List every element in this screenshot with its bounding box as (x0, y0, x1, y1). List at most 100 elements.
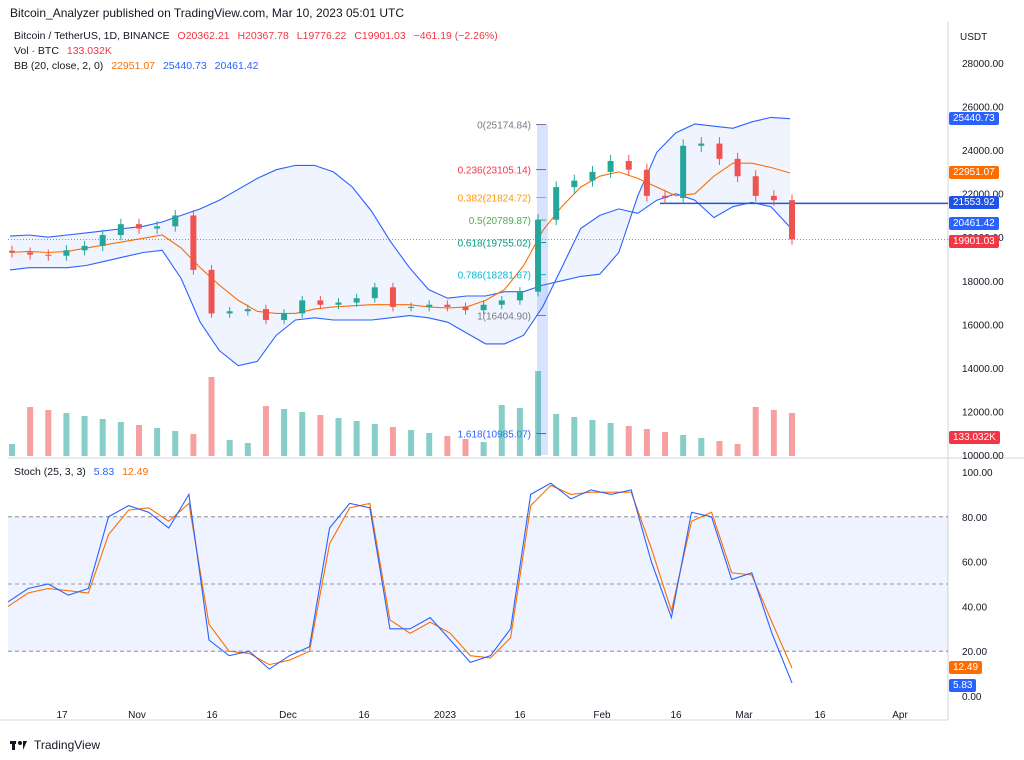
candle-body (172, 215, 179, 227)
open-value: O20362.21 (177, 30, 230, 42)
time-tick-label: Apr (892, 710, 908, 721)
volume-bar (172, 431, 179, 456)
volume-label: Vol · BTC (14, 45, 59, 57)
volume-bar (553, 414, 560, 456)
volume-bar (63, 413, 70, 456)
volume-legend: Vol · BTC 133.032K (14, 45, 112, 57)
volume-bar (734, 444, 741, 456)
bb-upper-badge: 25440.73 (949, 111, 999, 125)
volume-bar (408, 430, 415, 456)
volume-bar (135, 425, 142, 456)
candle-body (770, 195, 777, 201)
price-tick-label: 12000.00 (962, 407, 1004, 418)
price-tick-label: 16000.00 (962, 320, 1004, 331)
candle-body (353, 298, 360, 303)
volume-bar (680, 435, 687, 456)
candle-body (734, 158, 741, 177)
volume-badge: 133.032K (949, 431, 1000, 444)
candle-body (135, 224, 142, 229)
candle-body (498, 300, 505, 305)
time-tick-label: 16 (514, 710, 526, 721)
stoch-tick-label: 60.00 (962, 558, 987, 569)
stoch-k-value: 5.83 (93, 466, 115, 478)
volume-bar (208, 377, 215, 456)
candles (9, 137, 795, 325)
candle-body (281, 313, 288, 320)
footer-brand[interactable]: TradingView (34, 738, 101, 752)
close-value: C19901.03 (354, 30, 406, 42)
candle-body (117, 224, 124, 236)
candle-body (335, 302, 342, 305)
bb-label: BB (20, close, 2, 0) (14, 60, 104, 72)
fib-level-label: 0.618(19755.02) (458, 239, 531, 250)
bb-lower-value: 20461.42 (214, 60, 259, 72)
candle-body (154, 226, 161, 229)
volume-bar (625, 426, 632, 456)
time-tick-label: 16 (358, 710, 370, 721)
candle-body (317, 300, 324, 305)
candle-body (516, 291, 523, 301)
candle-body (389, 287, 396, 307)
last-price-badge: 19901.03 (949, 235, 999, 249)
candle-body (553, 187, 560, 220)
price-tick-label: 24000.00 (962, 146, 1004, 157)
price-tick-label: 14000.00 (962, 364, 1004, 375)
high-value: H20367.78 (237, 30, 289, 42)
candle-body (244, 309, 251, 312)
candle-body (607, 161, 614, 172)
candle-body (589, 171, 596, 181)
volume-bar (698, 438, 705, 456)
time-tick-label: 17 (56, 710, 68, 721)
bollinger-bands (8, 116, 948, 367)
volume-bar (789, 413, 795, 456)
candle-body (371, 287, 378, 299)
volume-bar (45, 410, 52, 456)
volume-bar (154, 428, 161, 456)
candle-body (752, 176, 759, 196)
price-tick-label: 18000.00 (962, 277, 1004, 288)
stoch-d-value: 12.49 (122, 466, 149, 478)
fib-level-label: 0.382(21824.72) (458, 193, 531, 204)
fib-level-label: 1.618(10985.07) (458, 430, 531, 441)
time-tick-label: Mar (735, 710, 753, 721)
time-tick-label: Dec (279, 710, 297, 721)
price-tick-label: 28000.00 (962, 59, 1004, 70)
volume-bar (480, 442, 487, 456)
candle-body (680, 145, 687, 199)
tradingview-logo-icon (10, 741, 27, 750)
time-tick-label: 16 (814, 710, 826, 721)
candle-body (27, 252, 34, 255)
candle-body (81, 245, 88, 251)
candle-body (99, 235, 106, 246)
footer: TradingView (10, 738, 100, 752)
candle-body (190, 215, 197, 270)
volume-bar (662, 432, 669, 456)
volume-bar (262, 406, 269, 456)
volume-bar (426, 433, 433, 456)
candle-body (480, 304, 487, 311)
volume-bar (607, 423, 614, 456)
candle-body (789, 200, 795, 240)
volume-bar (716, 441, 723, 456)
candle-body (662, 195, 669, 199)
price-tick-label: 22000.00 (962, 190, 1004, 201)
stoch-d-badge: 12.49 (949, 661, 983, 675)
candle-body (698, 143, 705, 146)
candle-body (408, 306, 415, 308)
candle-body (535, 219, 542, 292)
volume-bar (317, 415, 324, 456)
bb-legend: BB (20, close, 2, 0) 22951.07 25440.73 2… (14, 60, 258, 72)
volume-bar (571, 417, 578, 456)
volume-bar (462, 439, 469, 456)
time-tick-label: 16 (670, 710, 682, 721)
volume-bar (81, 416, 88, 456)
candle-body (9, 250, 15, 253)
volume-bars (9, 371, 795, 456)
volume-bar (371, 424, 378, 456)
bb-basis-line (9, 162, 791, 314)
candle-body (226, 311, 233, 314)
stoch-tick-label: 100.00 (962, 468, 993, 479)
candle-body (571, 180, 578, 188)
change-value: −461.19 (−2.26%) (413, 30, 498, 42)
